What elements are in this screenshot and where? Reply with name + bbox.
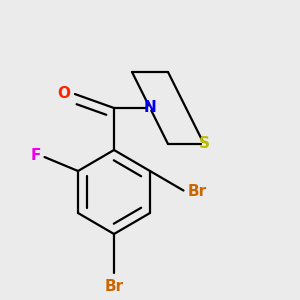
- Text: N: N: [144, 100, 156, 116]
- Text: Br: Br: [188, 184, 207, 200]
- Text: Br: Br: [104, 279, 124, 294]
- Text: O: O: [58, 85, 70, 100]
- Text: S: S: [199, 136, 209, 152]
- Text: F: F: [30, 148, 40, 164]
